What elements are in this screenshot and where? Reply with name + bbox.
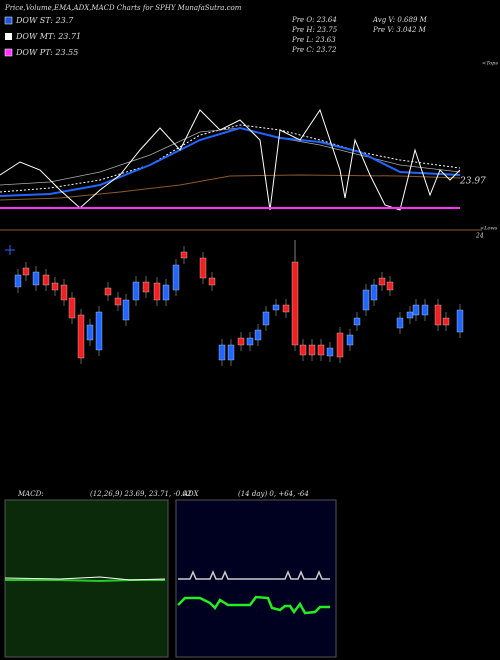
- candle-body: [162, 284, 170, 301]
- candle-body: [199, 257, 207, 279]
- candle-body: [42, 274, 50, 286]
- candle-body: [180, 251, 188, 259]
- candle-body: [442, 317, 450, 326]
- candle-body: [86, 324, 94, 341]
- candle-body: [434, 304, 442, 326]
- candle-body: [386, 281, 394, 291]
- candle-body: [412, 304, 420, 316]
- candle-body: [22, 267, 30, 276]
- adx-params: (14 day) 0, +64, -64: [238, 490, 309, 498]
- adx-line: [178, 570, 330, 580]
- candle-body: [262, 311, 270, 326]
- macd-params: (12,26,9) 23.69, 23.71, -0.02: [90, 490, 192, 498]
- candle-body: [317, 344, 325, 356]
- candle-body: [114, 297, 122, 306]
- legend-swatch: [4, 16, 13, 25]
- candle-body: [282, 304, 290, 313]
- candle-body: [60, 284, 68, 301]
- candle-body: [456, 309, 464, 333]
- candle-body: [132, 281, 140, 301]
- prev-close: Pre C: 23.72: [291, 46, 337, 54]
- legend-swatch: [5, 33, 12, 40]
- lows-label: <Lows: [480, 226, 498, 232]
- macd-line: [4, 576, 166, 581]
- candle-body: [122, 299, 130, 321]
- candle-body: [346, 334, 354, 346]
- candle-body: [362, 289, 370, 311]
- candle-body: [208, 277, 216, 286]
- legend-entry: DOW MT: 23.71: [15, 32, 81, 41]
- candle-body: [142, 281, 150, 293]
- adx-plus: [177, 595, 330, 615]
- candle-body: [254, 329, 262, 341]
- macd-title: MACD:: [17, 490, 44, 498]
- candle-body: [227, 344, 235, 361]
- prev-open: Pre O: 23.64: [291, 16, 337, 24]
- candle-body: [218, 344, 226, 361]
- candle-body: [95, 311, 103, 351]
- candle-body: [308, 344, 316, 356]
- candle-body: [291, 261, 299, 346]
- candles: [14, 246, 464, 366]
- candle-body: [326, 347, 334, 357]
- candle-body: [299, 344, 307, 356]
- tops-label: <Tops: [482, 61, 498, 67]
- title: Price,Volume,EMA,ADX,MACD Charts for SPH…: [4, 4, 242, 12]
- prev-high: Pre H: 23.75: [291, 26, 338, 34]
- price-label: 23.97: [459, 177, 486, 187]
- candle-body: [14, 274, 22, 288]
- adx-title: ADX: [182, 490, 200, 498]
- ema-long: [0, 174, 461, 201]
- legend-entry: DOW PT: 23.55: [15, 48, 78, 57]
- prev-volume: Pre V: 3.042 M: [372, 26, 427, 34]
- legend-swatch: [4, 48, 13, 57]
- candle-body: [68, 297, 76, 319]
- candle-body: [237, 337, 245, 346]
- candle-body: [153, 282, 161, 301]
- avg-volume: Avg V: 0.689 M: [372, 16, 428, 24]
- ema-short: [0, 126, 461, 197]
- candle-body: [77, 314, 85, 359]
- candle-body: [396, 317, 404, 329]
- candle-body: [353, 317, 361, 326]
- candle-body: [370, 284, 378, 301]
- ema-mid: [0, 124, 461, 193]
- candle-body: [272, 304, 280, 311]
- candle-body: [406, 311, 414, 319]
- candle-body: [246, 337, 254, 346]
- candle-body: [51, 282, 59, 291]
- price-line: [0, 108, 461, 211]
- candle-body: [172, 264, 180, 291]
- candle-body: [32, 271, 40, 286]
- lows-value: 24: [475, 233, 484, 240]
- candle-body: [336, 332, 344, 358]
- candle-body: [104, 287, 112, 296]
- candle-body: [378, 277, 386, 286]
- candle-body: [421, 304, 429, 316]
- prev-low: Pre L: 23.63: [291, 36, 336, 44]
- legend-entry: DOW ST: 23.7: [15, 16, 74, 25]
